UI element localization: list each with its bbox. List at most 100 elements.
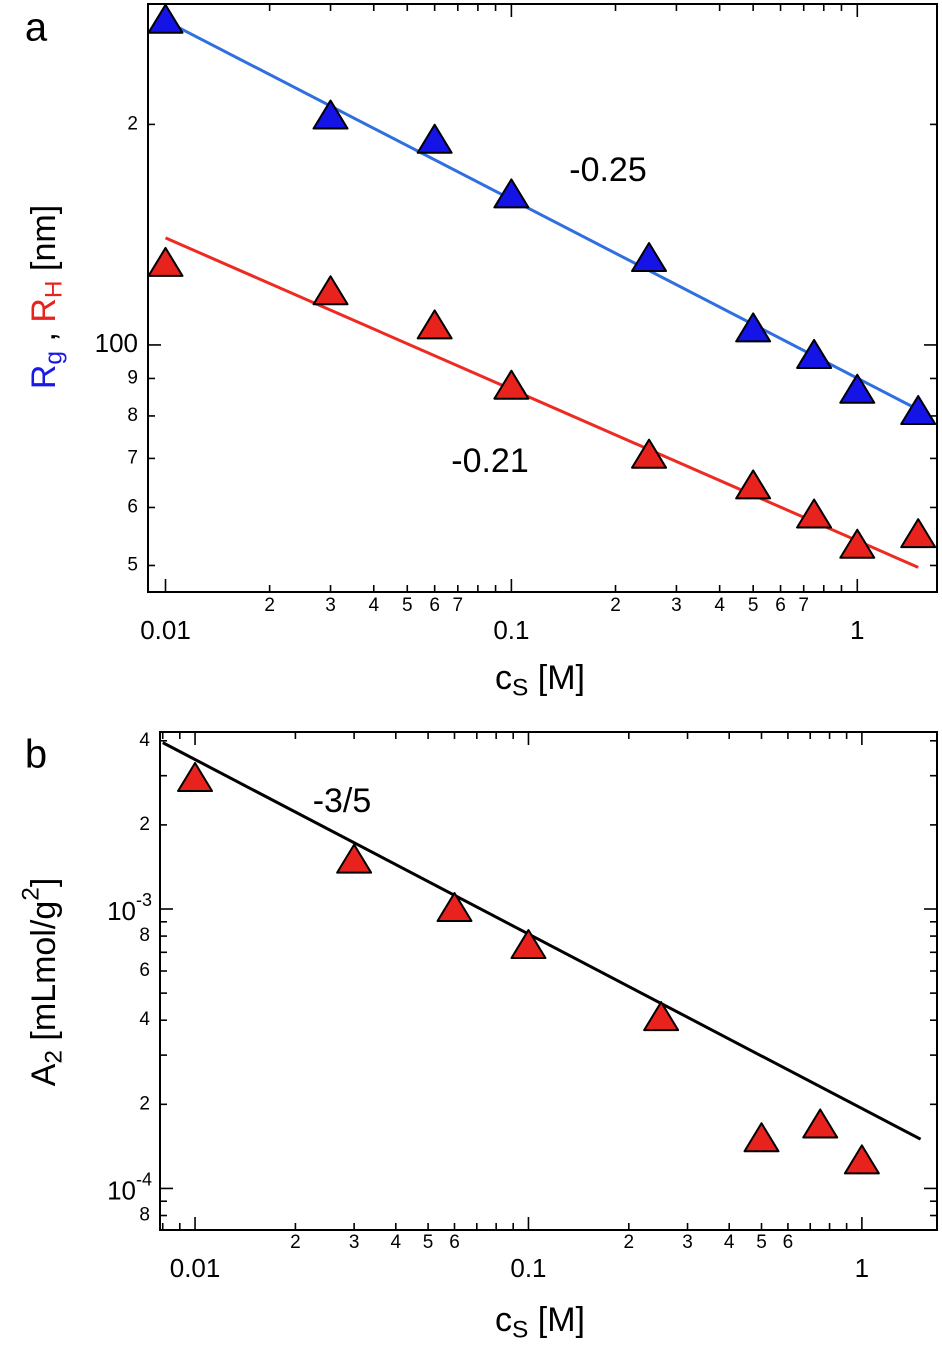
x-tick-label: 0.1: [493, 615, 529, 645]
y-tick-label: 8: [139, 925, 150, 946]
data-point: [796, 338, 833, 369]
y-tick-label: 8: [127, 405, 138, 426]
y-axis-label: Rg , RH [nm]: [25, 205, 68, 389]
data-point: [735, 312, 772, 343]
x-axis-label: cS [M]: [495, 1301, 585, 1344]
annotation: -0.21: [451, 442, 529, 480]
y-axis-label: A2 [mLmol/g2]: [18, 878, 68, 1087]
y-tick-label: 2: [139, 814, 150, 835]
x-tick-label: 2: [624, 1232, 635, 1253]
y-tick-label: 6: [127, 496, 138, 517]
y-tick-label: 10-4: [107, 1169, 152, 1205]
x-tick-label: 3: [682, 1232, 693, 1253]
panel-label: a: [25, 6, 48, 50]
x-tick-label: 5: [748, 595, 759, 616]
y-tick-label: 9: [127, 367, 138, 388]
data-point: [839, 528, 876, 559]
y-tick-label: 2: [139, 1093, 150, 1114]
x-tick-label: 5: [756, 1232, 767, 1253]
data-point: [416, 309, 453, 340]
label-part: c: [495, 659, 512, 697]
x-tick-label: 0.01: [170, 1253, 221, 1283]
data-point: [839, 373, 876, 404]
data-point: [416, 123, 453, 154]
fit-line: [164, 19, 919, 411]
y-tick-label: 100: [95, 328, 138, 358]
data-point: [843, 1144, 880, 1175]
x-tick-label: 7: [798, 595, 809, 616]
x-tick-label: 6: [783, 1232, 794, 1253]
x-tick-label: 2: [264, 595, 275, 616]
y-tick-label: 10-3: [107, 890, 152, 926]
x-tick-label: 4: [714, 595, 725, 616]
x-tick-label: 5: [402, 595, 413, 616]
data-point: [147, 3, 184, 34]
x-tick-label: 3: [325, 595, 336, 616]
label-part: A: [25, 1063, 63, 1086]
data-point: [177, 761, 214, 792]
data-point: [493, 178, 530, 209]
y-tick-label: 2: [127, 113, 138, 134]
data-point: [336, 843, 373, 874]
data-point: [436, 892, 473, 923]
data-point: [900, 394, 937, 425]
data-point: [493, 369, 530, 400]
plot-frame: [159, 731, 938, 1231]
data-point: [631, 242, 668, 273]
y-tick-label: 8: [139, 1205, 150, 1226]
x-tick-label: 3: [349, 1232, 360, 1253]
y-tick-base: 10: [107, 896, 136, 926]
x-tick-label: 4: [368, 595, 379, 616]
data-point: [312, 275, 349, 306]
label-part: S: [512, 675, 528, 702]
fit-line: [164, 236, 919, 569]
y-tick-label: 4: [139, 730, 150, 751]
label-part: [M]: [528, 659, 585, 697]
x-tick-label: 2: [610, 595, 621, 616]
x-axis-label: cS [M]: [495, 659, 585, 702]
x-tick-label: 2: [290, 1232, 301, 1253]
fit-line: [162, 741, 922, 1141]
x-tick-label: 0.01: [140, 615, 191, 645]
x-tick-label: 3: [671, 595, 682, 616]
label-part: c: [495, 1301, 512, 1339]
data-point: [796, 498, 833, 529]
x-tick-label: 4: [724, 1232, 735, 1253]
label-part: R: [25, 365, 63, 390]
x-tick-label: 6: [775, 595, 786, 616]
label-part: 2: [41, 1050, 68, 1064]
data-point: [631, 438, 668, 469]
x-tick-label: 0.1: [510, 1253, 546, 1283]
x-tick-label: 1: [850, 615, 864, 645]
data-point: [743, 1122, 780, 1153]
data-point: [312, 99, 349, 130]
data-point: [900, 518, 937, 549]
data-point: [147, 246, 184, 277]
data-point: [735, 469, 772, 500]
annotation: -3/5: [313, 782, 372, 820]
y-tick-base: 10: [107, 1175, 136, 1205]
label-part: ,: [25, 323, 63, 351]
label-part: H: [41, 280, 68, 298]
y-tick-exponent: -4: [136, 1169, 152, 1189]
label-part: ]: [25, 878, 63, 887]
y-tick-label: 6: [139, 960, 150, 981]
data-point: [643, 1001, 680, 1032]
label-part: [mLmol/g: [25, 901, 63, 1050]
y-tick-label: 4: [139, 1009, 150, 1030]
y-tick-exponent: -3: [136, 890, 152, 910]
label-part: g: [41, 351, 68, 365]
x-tick-label: 5: [423, 1232, 434, 1253]
y-tick-label: 5: [127, 554, 138, 575]
panel-label: b: [25, 733, 47, 777]
x-tick-label: 1: [855, 1253, 869, 1283]
label-part: R: [25, 298, 63, 323]
data-point: [802, 1108, 839, 1139]
x-tick-label: 7: [453, 595, 464, 616]
label-part: [M]: [528, 1301, 585, 1339]
data-point: [510, 929, 547, 960]
label-part: 2: [18, 887, 45, 901]
y-tick-label: 7: [127, 447, 138, 468]
